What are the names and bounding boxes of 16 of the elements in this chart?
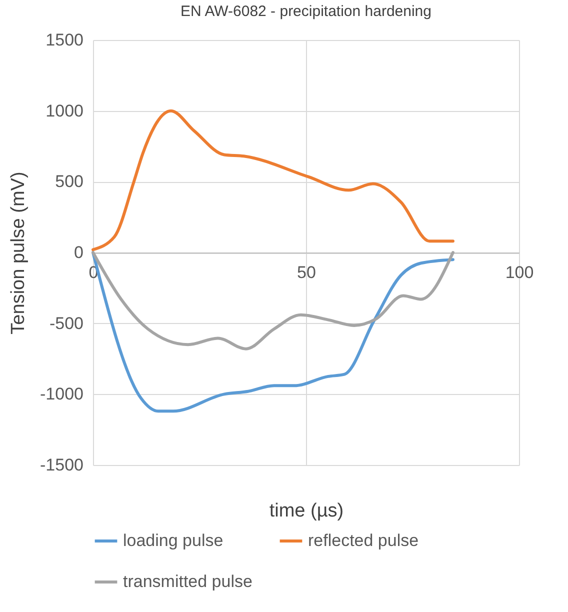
y-tick-label: -1000	[40, 384, 84, 404]
legend-label: reflected pulse	[308, 531, 419, 550]
x-axis-title: time (µs)	[269, 500, 344, 522]
y-tick-label: 500	[55, 172, 84, 192]
y-tick-label: -500	[49, 314, 84, 333]
chart-title: EN AW-6082 - precipitation hardening	[180, 3, 432, 20]
y-tick-label: 1000	[46, 101, 84, 120]
y-tick-label: -1500	[40, 456, 84, 474]
legend-label: loading pulse	[123, 531, 224, 550]
y-tick-label: 0	[74, 243, 84, 262]
x-tick-label: 100	[505, 263, 534, 282]
x-tick-label: 50	[297, 263, 316, 282]
line-series	[92, 109, 454, 252]
legend-label: transmitted pulse	[123, 572, 252, 591]
y-axis-title: Tension pulse (mV)	[8, 172, 30, 334]
y-tick-label: 1500	[46, 30, 84, 50]
